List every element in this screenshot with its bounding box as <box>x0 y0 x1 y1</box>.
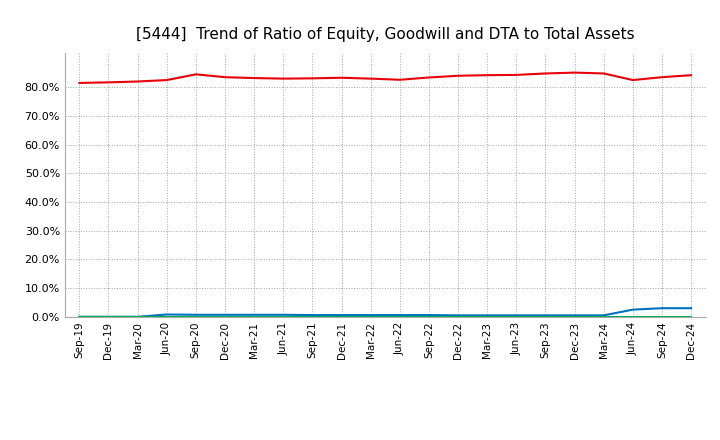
Goodwill <box>104 314 113 319</box>
Goodwill <box>337 312 346 318</box>
Equity <box>75 80 84 85</box>
Deferred Tax Assets <box>395 314 404 319</box>
Deferred Tax Assets <box>512 314 521 319</box>
Goodwill <box>657 305 666 311</box>
Equity <box>366 76 375 81</box>
Line: Goodwill: Goodwill <box>79 308 691 317</box>
Goodwill <box>163 312 171 317</box>
Deferred Tax Assets <box>541 314 550 319</box>
Equity <box>220 74 229 80</box>
Equity <box>541 71 550 76</box>
Deferred Tax Assets <box>599 314 608 319</box>
Deferred Tax Assets <box>133 314 142 319</box>
Deferred Tax Assets <box>366 314 375 319</box>
Goodwill <box>308 312 317 318</box>
Equity <box>395 77 404 82</box>
Deferred Tax Assets <box>75 314 84 319</box>
Deferred Tax Assets <box>250 314 258 319</box>
Equity <box>454 73 462 78</box>
Deferred Tax Assets <box>570 314 579 319</box>
Goodwill <box>279 312 287 317</box>
Equity <box>279 76 287 81</box>
Deferred Tax Assets <box>687 314 696 319</box>
Goodwill <box>629 307 637 312</box>
Equity <box>250 75 258 81</box>
Line: Equity: Equity <box>79 73 691 83</box>
Equity <box>192 72 200 77</box>
Equity <box>425 75 433 80</box>
Goodwill <box>512 313 521 318</box>
Title: [5444]  Trend of Ratio of Equity, Goodwill and DTA to Total Assets: [5444] Trend of Ratio of Equity, Goodwil… <box>136 27 634 42</box>
Equity <box>163 77 171 83</box>
Goodwill <box>599 313 608 318</box>
Equity <box>483 73 492 78</box>
Goodwill <box>425 312 433 318</box>
Equity <box>570 70 579 75</box>
Deferred Tax Assets <box>308 314 317 319</box>
Deferred Tax Assets <box>279 314 287 319</box>
Goodwill <box>366 312 375 318</box>
Deferred Tax Assets <box>337 314 346 319</box>
Deferred Tax Assets <box>629 314 637 319</box>
Deferred Tax Assets <box>483 314 492 319</box>
Deferred Tax Assets <box>454 314 462 319</box>
Equity <box>599 71 608 76</box>
Deferred Tax Assets <box>425 314 433 319</box>
Deferred Tax Assets <box>192 314 200 319</box>
Equity <box>104 80 113 85</box>
Equity <box>657 74 666 80</box>
Goodwill <box>541 313 550 318</box>
Deferred Tax Assets <box>220 314 229 319</box>
Goodwill <box>687 305 696 311</box>
Deferred Tax Assets <box>104 314 113 319</box>
Equity <box>512 72 521 77</box>
Goodwill <box>483 313 492 318</box>
Deferred Tax Assets <box>657 314 666 319</box>
Equity <box>133 79 142 84</box>
Deferred Tax Assets <box>163 314 171 319</box>
Equity <box>687 73 696 78</box>
Equity <box>337 75 346 81</box>
Goodwill <box>133 314 142 319</box>
Equity <box>629 77 637 83</box>
Goodwill <box>250 312 258 317</box>
Goodwill <box>570 313 579 318</box>
Goodwill <box>192 312 200 317</box>
Goodwill <box>220 312 229 317</box>
Goodwill <box>75 314 84 319</box>
Equity <box>308 76 317 81</box>
Goodwill <box>395 312 404 318</box>
Goodwill <box>454 313 462 318</box>
